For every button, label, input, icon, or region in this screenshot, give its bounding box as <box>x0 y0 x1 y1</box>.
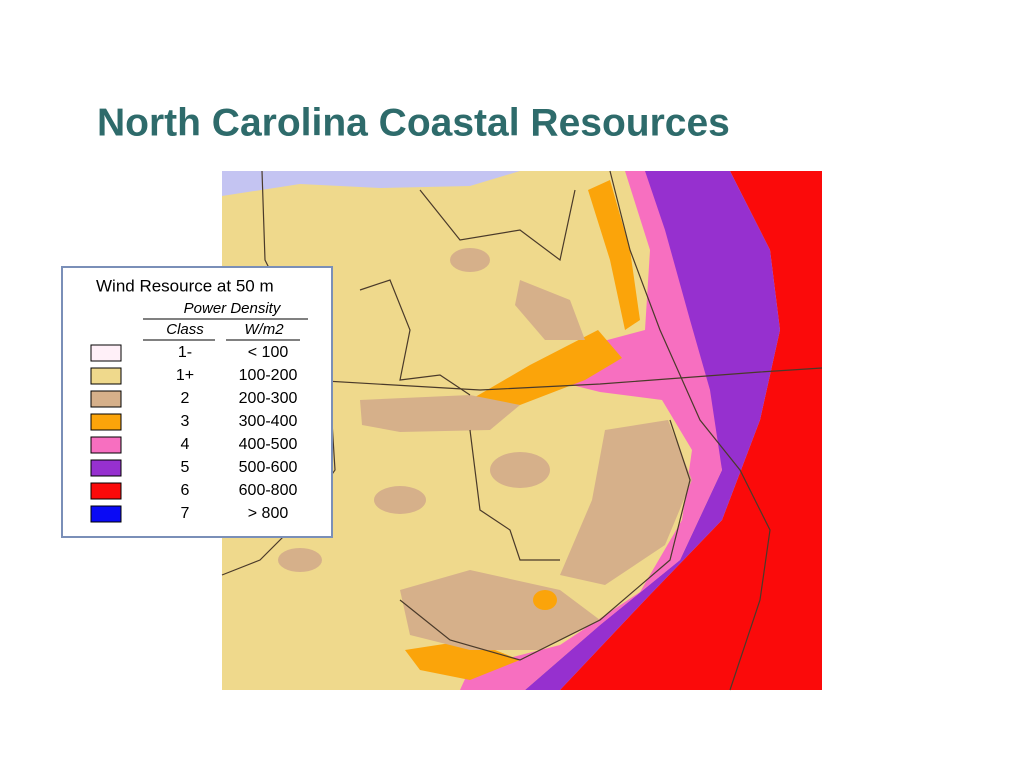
legend-range: 200-300 <box>239 390 298 407</box>
legend-class: 1+ <box>176 367 194 384</box>
county-line <box>469 429 560 561</box>
legend-class: 5 <box>181 459 190 476</box>
map-zone <box>560 420 692 585</box>
legend-swatch <box>90 413 122 431</box>
legend-class: 2 <box>181 390 190 407</box>
legend-swatch <box>90 436 122 454</box>
legend-swatch <box>90 344 122 362</box>
county-line <box>359 279 471 396</box>
map-zone <box>588 180 640 330</box>
legend-swatch <box>90 367 122 385</box>
legend-range: 300-400 <box>239 413 298 430</box>
map-zone <box>490 452 550 488</box>
legend-class: 7 <box>181 505 190 522</box>
map-zone <box>460 171 722 690</box>
legend-range: 100-200 <box>239 367 298 384</box>
legend-class: 1- <box>178 344 192 361</box>
map-zone <box>515 280 585 340</box>
wind-map <box>221 170 823 691</box>
legend-range: 600-800 <box>239 482 298 499</box>
legend-range: 400-500 <box>239 436 298 453</box>
legend-swatch <box>90 459 122 477</box>
legend-range: 500-600 <box>239 459 298 476</box>
map-zone <box>470 330 622 405</box>
legend-class: 4 <box>181 436 190 453</box>
legend-rows: 1- < 100 1+ 100-200 2 200-300 3 300-400 4 400-500… <box>90 344 298 523</box>
map-zone <box>278 548 322 572</box>
legend-class: 3 <box>181 413 190 430</box>
map-zone <box>525 171 780 690</box>
legend-subtitle: Power Density <box>184 300 282 317</box>
legend-range: < 100 <box>248 344 289 361</box>
map-zone <box>533 590 557 610</box>
map-zone <box>400 570 600 650</box>
county-line <box>221 367 823 391</box>
map-zone <box>360 395 520 432</box>
slide-title: North Carolina Coastal Resources <box>97 101 730 144</box>
map-zone <box>374 486 426 514</box>
coastline <box>609 170 771 691</box>
legend-title: Wind Resource at 50 m <box>96 276 274 295</box>
legend-column: Class <box>166 321 204 338</box>
map-zone <box>450 248 490 272</box>
legend-swatch <box>90 505 122 523</box>
map-zone <box>560 171 822 690</box>
legend: Wind Resource at 50 m Power Density Clas… <box>61 266 333 538</box>
legend-range: > 800 <box>248 505 289 522</box>
county-line <box>419 189 576 262</box>
legend-class: 6 <box>181 482 190 499</box>
legend-swatch <box>90 390 122 408</box>
legend-swatch <box>90 482 122 500</box>
coastline <box>399 419 691 661</box>
legend-column: W/m2 <box>244 321 284 338</box>
map-water <box>222 171 520 196</box>
